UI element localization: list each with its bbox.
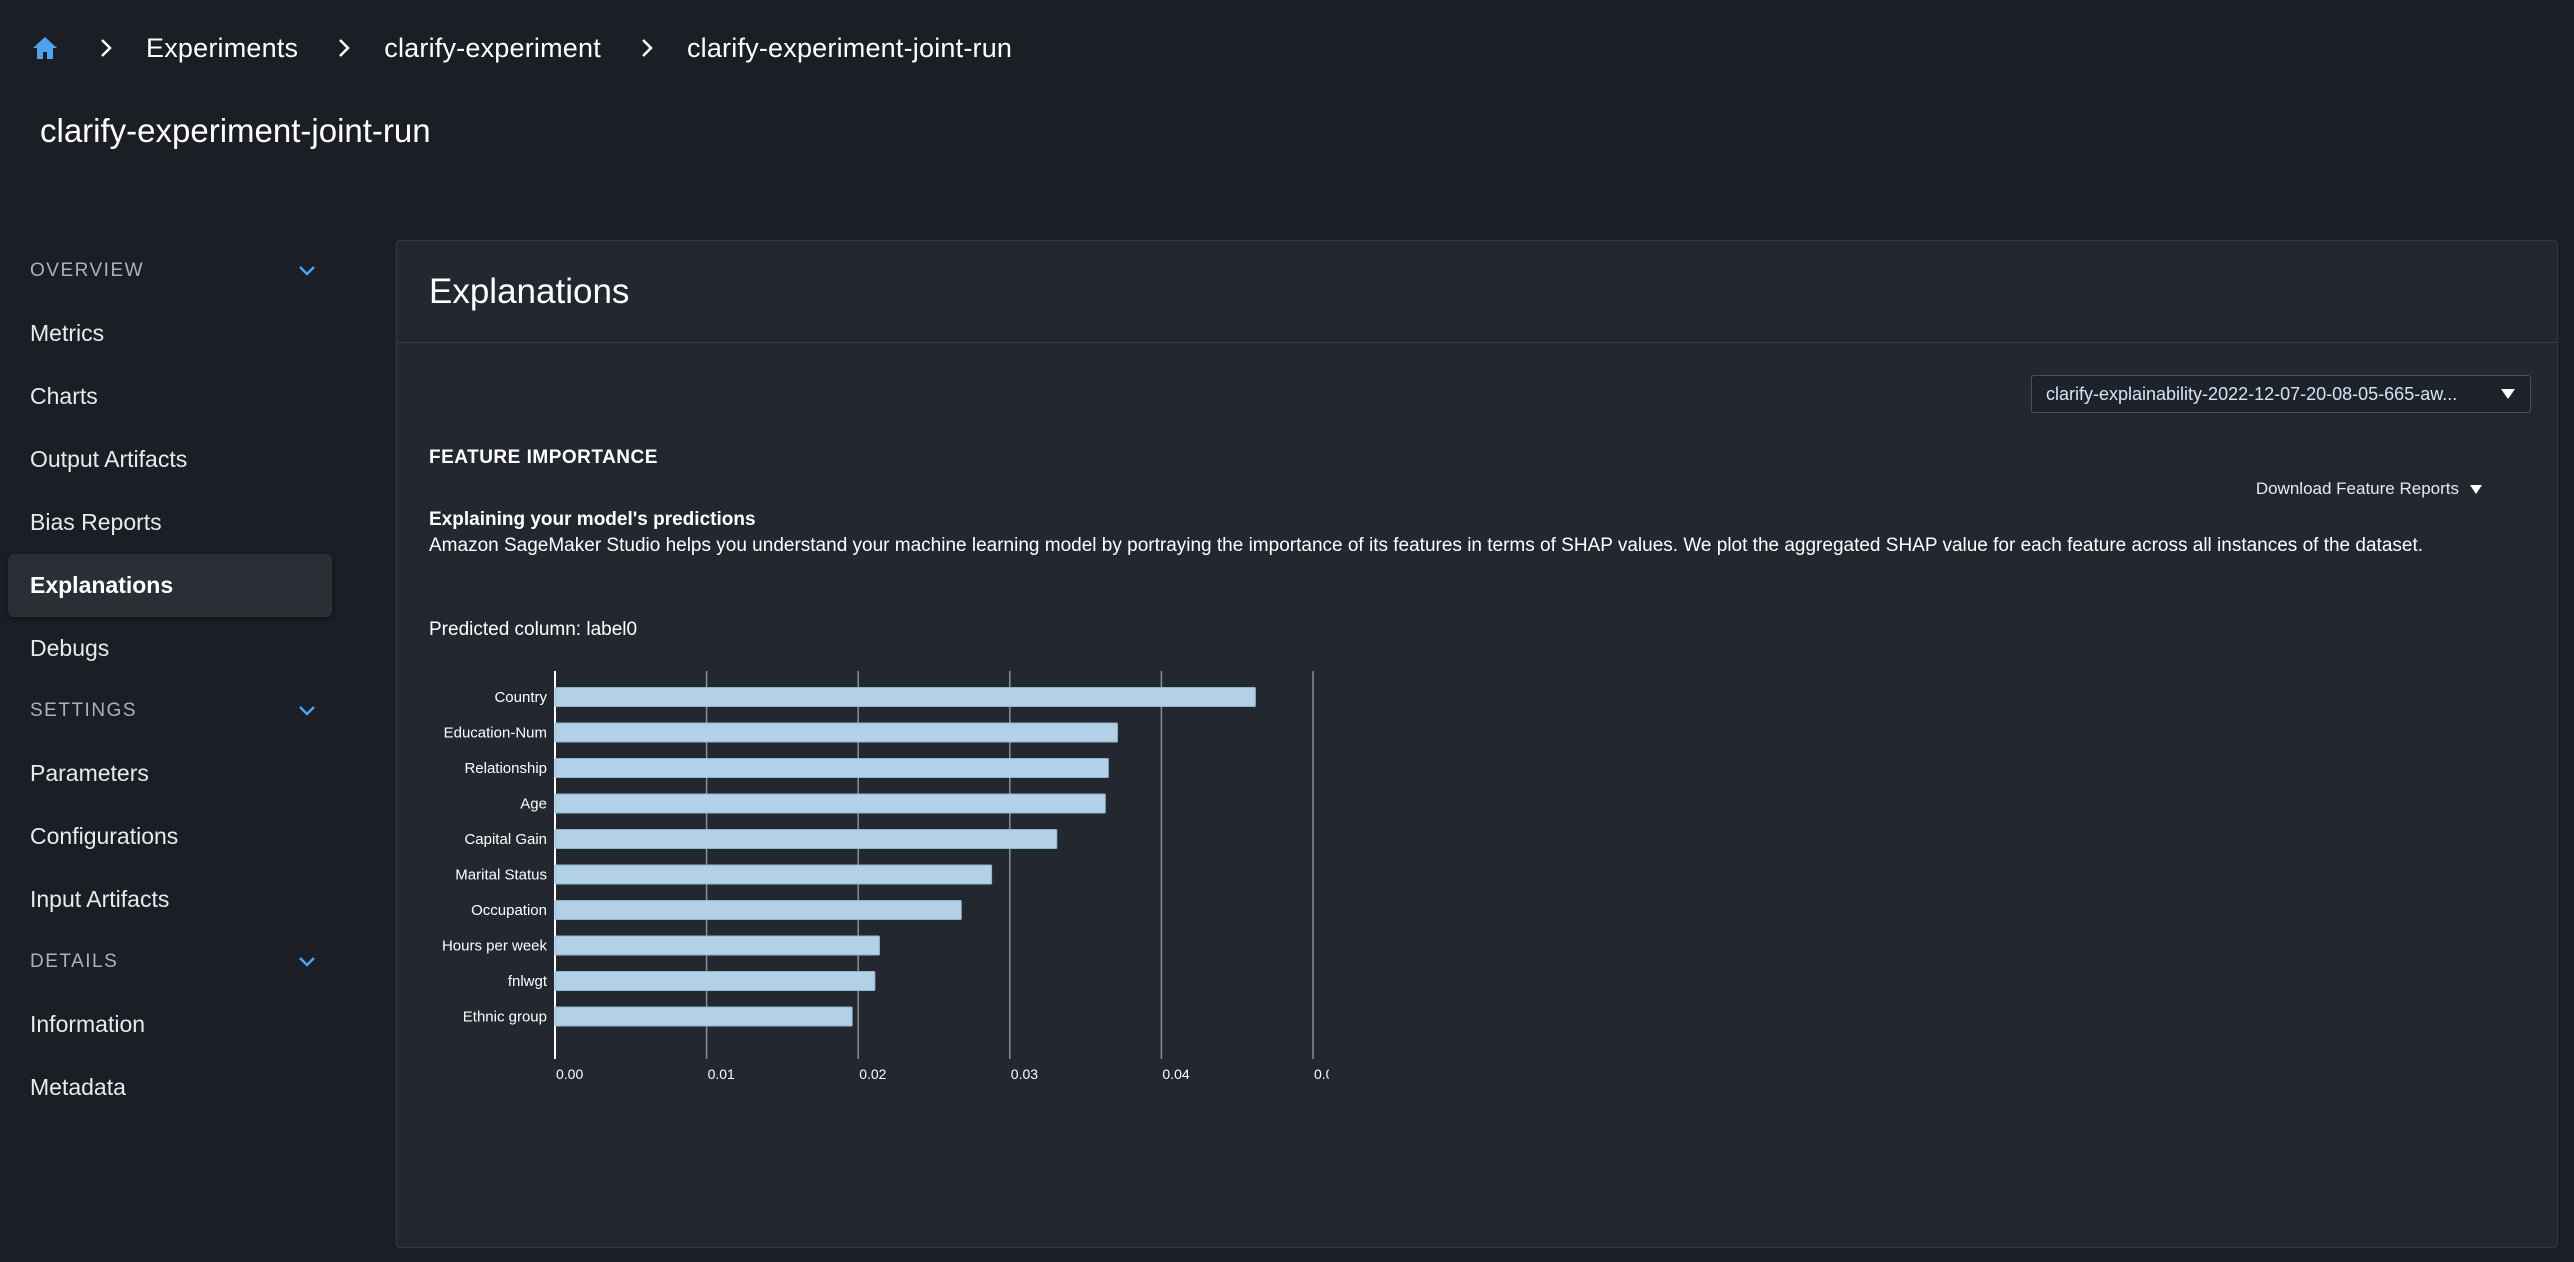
explain-description: Amazon SageMaker Studio helps you unders… — [429, 535, 2424, 556]
sidebar-section-details[interactable]: DETAILS — [8, 931, 332, 993]
panel-header: Explanations — [397, 241, 2557, 343]
x-tick-label: 0.01 — [708, 1066, 735, 1081]
y-tick-label: Marital Status — [455, 867, 547, 884]
y-tick-label: Relationship — [464, 760, 547, 777]
bar-country — [554, 687, 1256, 707]
download-feature-reports-button[interactable]: Download Feature Reports — [2256, 479, 2483, 499]
sidebar-section-label: OVERVIEW — [30, 260, 145, 281]
y-tick-label: Capital Gain — [464, 831, 547, 848]
bar-marital-status — [554, 864, 993, 885]
sidebar-item-parameters[interactable]: Parameters — [30, 760, 149, 786]
sidebar-item-charts[interactable]: Charts — [30, 383, 98, 409]
caret-down-icon — [2500, 388, 2516, 400]
chevron-down-icon[interactable] — [298, 265, 316, 277]
feature-importance-chart: 0.00 0.01 0.02 0.03 0.04 0.05 Country Education… — [429, 661, 1329, 1081]
chevron-down-icon[interactable] — [298, 956, 316, 968]
panel-title: Explanations — [429, 271, 630, 311]
bar-hours-per-week — [554, 935, 880, 956]
report-select[interactable]: clarify-explainability-2022-12-07-20-08-… — [2031, 375, 2531, 413]
chevron-right-icon — [641, 37, 655, 59]
y-tick-label: fnlwgt — [508, 973, 548, 990]
bar-capital-gain — [554, 829, 1058, 849]
sidebar-item-output-artifacts[interactable]: Output Artifacts — [30, 446, 188, 472]
sidebar-item-bias-reports[interactable]: Bias Reports — [30, 509, 162, 535]
feature-importance-heading: FEATURE IMPORTANCE — [429, 447, 658, 468]
y-tick-label: Occupation — [471, 902, 547, 919]
bar-age — [554, 793, 1106, 814]
sidebar-section-label: SETTINGS — [30, 700, 138, 721]
predicted-column: Predicted column: label0 — [429, 619, 638, 640]
breadcrumb: Experiments clarify-experiment clarify-e… — [32, 28, 1012, 68]
bar-fnlwgt — [554, 971, 876, 991]
breadcrumb-experiment[interactable]: clarify-experiment — [384, 32, 601, 63]
sidebar-section-label: DETAILS — [30, 951, 119, 972]
sidebar-item-metrics[interactable]: Metrics — [30, 320, 105, 346]
bar-relationship — [554, 758, 1109, 778]
sidebar-item-input-artifacts[interactable]: Input Artifacts — [30, 886, 170, 912]
chevron-right-icon — [338, 37, 352, 59]
y-tick-label: Education-Num — [444, 725, 547, 742]
chevron-right-icon — [100, 37, 114, 59]
bar-occupation — [554, 900, 962, 920]
y-tick-label: Country — [494, 689, 547, 706]
home-icon[interactable] — [32, 34, 60, 62]
bar-education-num — [554, 722, 1118, 743]
y-tick-label: Age — [520, 796, 547, 813]
explanations-panel: Explanations clarify-explainability-2022… — [396, 240, 2558, 1248]
breadcrumb-run: clarify-experiment-joint-run — [686, 32, 1013, 63]
download-feature-reports-label: Download Feature Reports — [2255, 479, 2459, 498]
explain-heading: Explaining your model's predictions — [429, 509, 756, 530]
y-tick-label: Hours per week — [442, 938, 548, 955]
x-tick-label: 0.00 — [556, 1066, 583, 1081]
sidebar-item-information[interactable]: Information — [30, 1011, 146, 1037]
sidebar-section-overview[interactable]: OVERVIEW — [8, 240, 332, 302]
page-title: clarify-experiment-joint-run — [40, 112, 431, 149]
bar-ethnic-group — [554, 1006, 853, 1027]
feature-importance-chart-svg: 0.00 0.01 0.02 0.03 0.04 0.05 Country Education… — [442, 671, 1329, 1081]
sidebar-item-configurations[interactable]: Configurations — [30, 823, 179, 849]
caret-down-icon — [2469, 484, 2483, 495]
x-tick-label: 0.03 — [1011, 1066, 1038, 1081]
sidebar: OVERVIEW Metrics Charts Output Artifacts… — [8, 240, 332, 1119]
sidebar-item-explanations[interactable]: Explanations — [8, 554, 332, 617]
report-select-value: clarify-explainability-2022-12-07-20-08-… — [2046, 383, 2458, 404]
sidebar-section-settings[interactable]: SETTINGS — [8, 680, 332, 742]
y-tick-label: Ethnic group — [463, 1009, 547, 1026]
x-tick-label: 0.02 — [859, 1066, 886, 1081]
breadcrumb-experiments[interactable]: Experiments — [146, 32, 299, 63]
chevron-down-icon[interactable] — [298, 705, 316, 717]
x-tick-label: 0.05 — [1314, 1066, 1329, 1081]
x-tick-label: 0.04 — [1162, 1066, 1189, 1081]
sidebar-item-metadata[interactable]: Metadata — [30, 1074, 126, 1100]
sidebar-item-debugs[interactable]: Debugs — [30, 635, 110, 661]
